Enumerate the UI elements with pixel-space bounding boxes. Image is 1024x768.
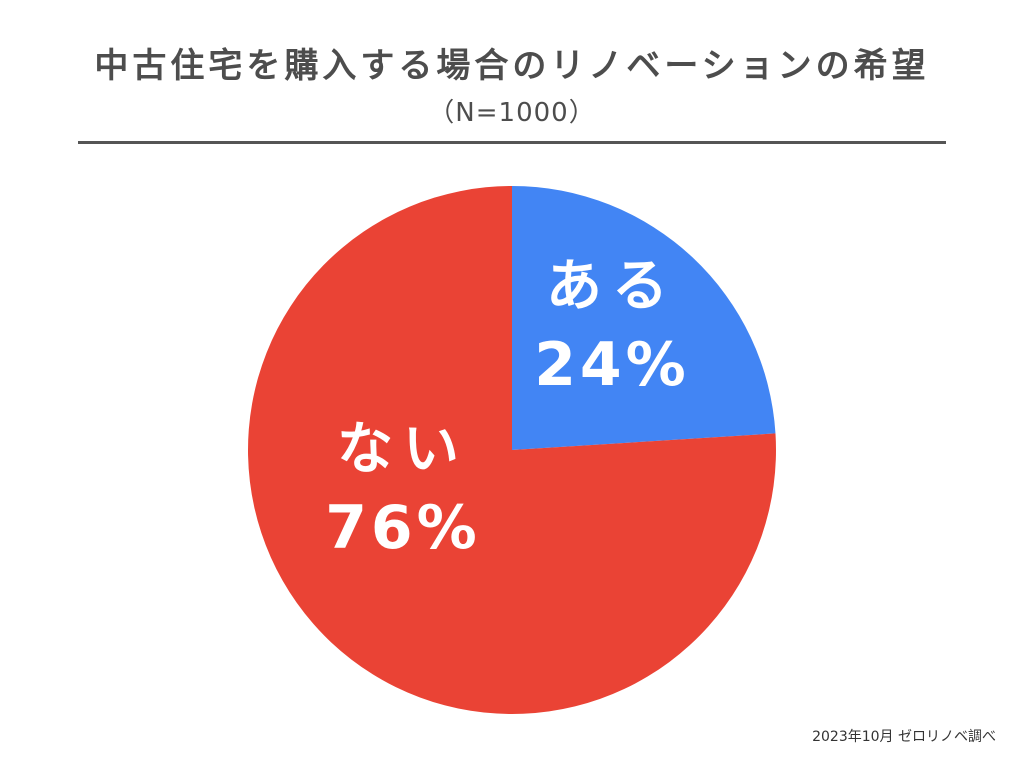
slice-label-aru: ある [546, 254, 678, 319]
slice-value-nai: 76% [325, 493, 481, 563]
chart-subtitle: （N=1000） [428, 98, 596, 128]
pie-slices [248, 186, 776, 714]
pie-labels: ある 24% ない 76% [325, 254, 690, 563]
pie-slice-aru [512, 186, 776, 450]
pie-slice-nai [248, 186, 776, 714]
title-divider [78, 141, 946, 144]
chart-title: 中古住宅を購入する場合のリノベーションの希望 [94, 46, 930, 86]
slice-label-nai: ない [337, 417, 469, 482]
source-note: 2023年10月 ゼロリノベ調べ [812, 729, 996, 745]
slice-value-aru: 24% [534, 330, 690, 400]
